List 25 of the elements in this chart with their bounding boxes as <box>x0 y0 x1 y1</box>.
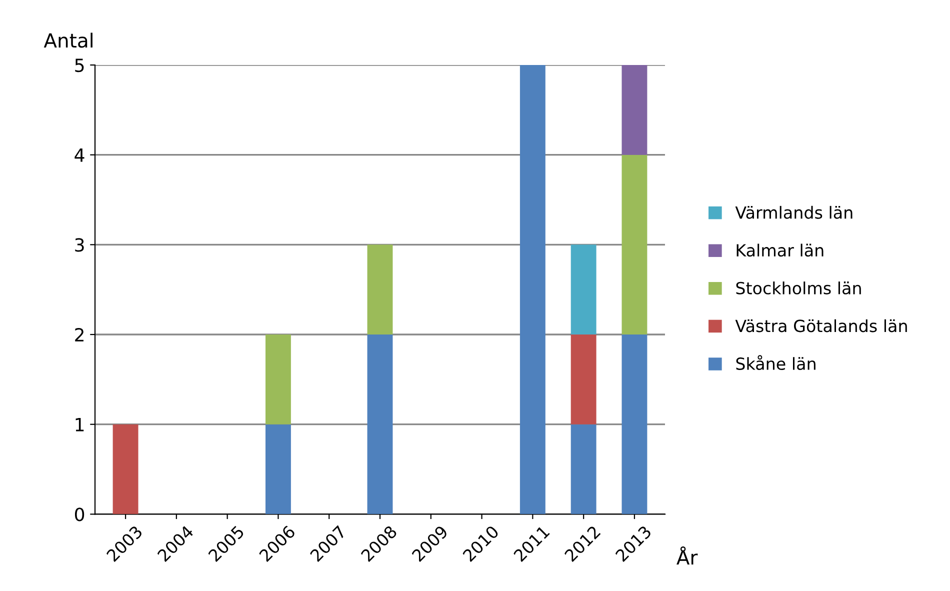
y-tick-label: 3 <box>75 238 84 252</box>
legend-label: Västra Götalands län <box>735 319 907 332</box>
bar <box>622 65 648 155</box>
bar <box>367 244 393 335</box>
bar <box>570 334 596 424</box>
legend-label: Stockholms län <box>736 282 861 294</box>
bar <box>265 334 291 424</box>
x-axis-title: År <box>676 546 698 564</box>
y-axis-title: Antal <box>44 32 92 48</box>
bar <box>570 424 596 514</box>
bar <box>112 424 138 514</box>
legend-label: Kalmar län <box>736 244 824 257</box>
bar <box>367 334 393 514</box>
y-tick-label: 2 <box>75 328 84 342</box>
bar <box>265 424 291 514</box>
bar <box>570 244 596 335</box>
legend-label: Skåne län <box>736 355 816 370</box>
y-tick-label: 0 <box>74 508 84 522</box>
bar <box>622 334 648 514</box>
legend-label: Värmlands län <box>735 206 852 219</box>
y-tick-label: 1 <box>76 418 84 432</box>
y-tick-label: 5 <box>75 58 84 72</box>
y-tick-label: 4 <box>74 148 84 162</box>
bar <box>622 154 648 335</box>
bar <box>520 65 546 514</box>
